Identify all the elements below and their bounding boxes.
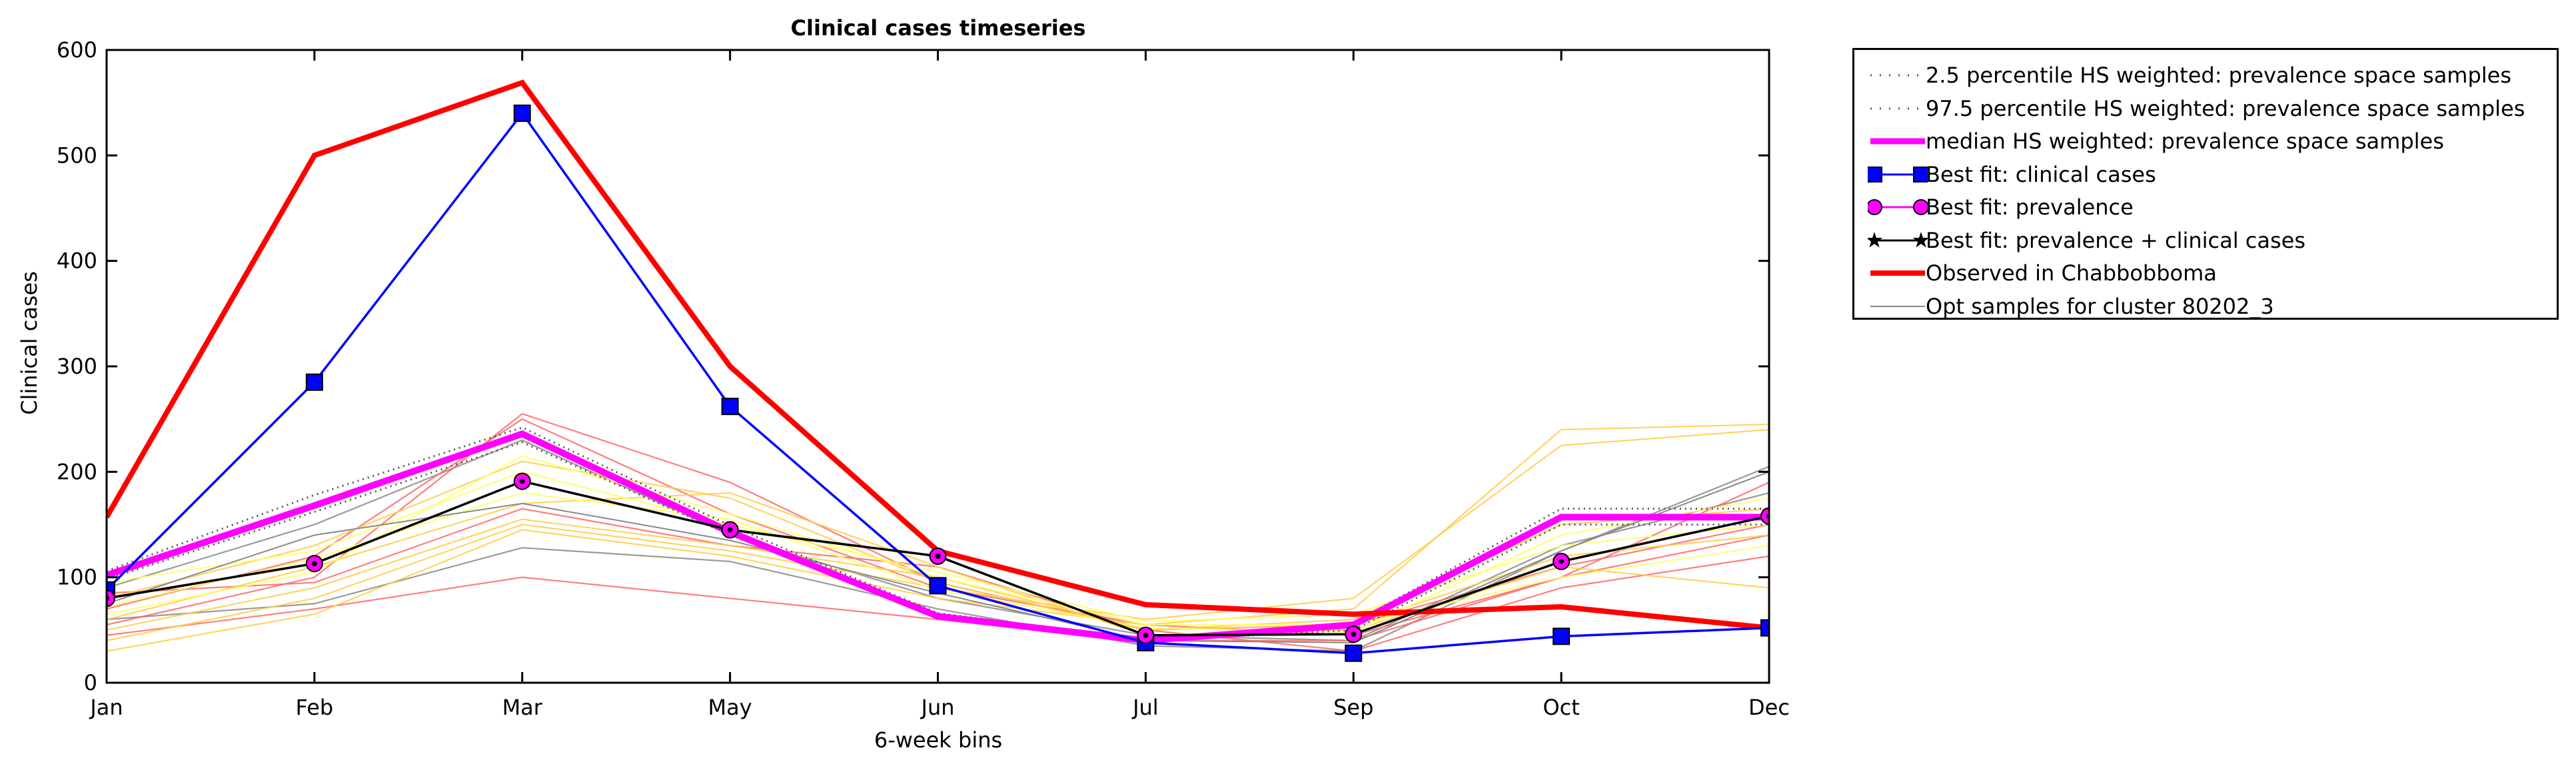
x-tick-label: Feb <box>296 695 334 720</box>
y-tick-label: 400 <box>57 248 97 274</box>
legend-square-marker <box>1868 166 1882 183</box>
best-fit-clinical-point <box>1553 627 1571 645</box>
legend-swatch <box>1870 305 1925 307</box>
legend-circle-marker <box>1868 199 1882 215</box>
y-tick-label: 0 <box>84 670 97 695</box>
chart-title: Clinical cases timeseries <box>791 15 1086 41</box>
legend-label: 97.5 percentile HS weighted: prevalence … <box>1926 95 2525 121</box>
best-fit-clinical-point <box>513 105 531 122</box>
best-fit-combined-point <box>1559 558 1565 564</box>
best-fit-clinical-point <box>1760 619 1769 637</box>
best-fit-clinical-point <box>721 398 739 416</box>
legend-label: 2.5 percentile HS weighted: prevalence s… <box>1926 63 2512 88</box>
legend-item: Best fit: clinical cases <box>1854 159 2557 191</box>
legend-label: Opt samples for cluster 80202_3 <box>1926 293 2274 319</box>
legend-circle-marker <box>1913 199 1928 215</box>
sample-line-0 <box>107 466 1769 652</box>
legend-square-marker <box>1913 166 1928 183</box>
series-group <box>107 79 1769 662</box>
legend-item: median HS weighted: prevalence space sam… <box>1854 125 2557 158</box>
legend-swatch <box>1868 231 1928 248</box>
y-tick-label: 100 <box>57 565 97 590</box>
legend-swatch <box>1870 74 1925 77</box>
best-fit-clinical-point <box>305 373 323 391</box>
sample-line-6 <box>107 423 1769 652</box>
x-tick-label: Dec <box>1748 695 1790 720</box>
plot-area: 0 100 200 300 400 500 600 Jan Feb Mar May Jun Jul Sep… <box>57 37 1790 720</box>
legend-label: Best fit: prevalence + clinical cases <box>1926 227 2306 253</box>
best-fit-combined-point <box>311 561 317 567</box>
legend-star-marker <box>1868 231 1883 248</box>
legend-swatch <box>1868 199 1928 215</box>
legend-item: 2.5 percentile HS weighted: prevalence s… <box>1854 59 2557 92</box>
legend-item: 97.5 percentile HS weighted: prevalence … <box>1854 93 2557 125</box>
best-fit-clinical-point <box>929 577 947 595</box>
legend-item: Best fit: prevalence <box>1854 191 2557 224</box>
best-fit-combined-point <box>1351 631 1357 637</box>
x-tick-label: Oct <box>1543 695 1579 720</box>
best-fit-combined-point <box>935 554 941 559</box>
legend: 2.5 percentile HS weighted: prevalence s… <box>1852 48 2559 320</box>
best-fit-clinical-point <box>1345 644 1363 662</box>
x-tick-label: Jan <box>89 695 123 720</box>
legend-label: median HS weighted: prevalence space sam… <box>1926 129 2444 154</box>
y-tick-label: 600 <box>57 37 97 63</box>
best-fit-prevalence-point <box>107 589 115 607</box>
median-line <box>107 430 1769 644</box>
best-fit-prevalence-point <box>1760 507 1769 525</box>
x-tick-label: Jun <box>920 695 955 720</box>
x-tick-label: Mar <box>502 695 543 720</box>
legend-item: Opt samples for cluster 80202_3 <box>1854 290 2557 323</box>
best-fit-combined-point <box>1143 632 1149 638</box>
y-tick-label: 200 <box>57 459 97 484</box>
y-tick-label: 300 <box>57 354 97 379</box>
y-axis-label: Clinical cases <box>17 271 42 415</box>
legend-star-marker <box>1912 231 1928 248</box>
legend-swatch <box>1868 166 1928 183</box>
x-tick-label: May <box>708 695 752 720</box>
legend-swatch <box>1870 107 1925 109</box>
sample-line-9 <box>107 492 1769 636</box>
legend-label: Best fit: clinical cases <box>1926 161 2156 187</box>
y-tick-label: 500 <box>57 143 97 168</box>
x-tick-label: Sep <box>1333 695 1373 720</box>
legend-swatch <box>1870 138 1925 145</box>
x-axis-label: 6-week bins <box>874 727 1002 753</box>
legend-label: Best fit: prevalence <box>1926 194 2134 220</box>
x-tick-label: Jul <box>1131 695 1159 720</box>
legend-item: Best fit: prevalence + clinical cases <box>1854 224 2557 257</box>
best-fit-combined-point <box>727 527 733 533</box>
percentile-line-1 <box>107 426 1769 641</box>
legend-item: Observed in Chabbobboma <box>1854 257 2557 290</box>
legend-label: Observed in Chabbobboma <box>1926 260 2217 286</box>
legend-swatch <box>1870 270 1925 276</box>
best-fit-combined-point <box>519 478 525 484</box>
